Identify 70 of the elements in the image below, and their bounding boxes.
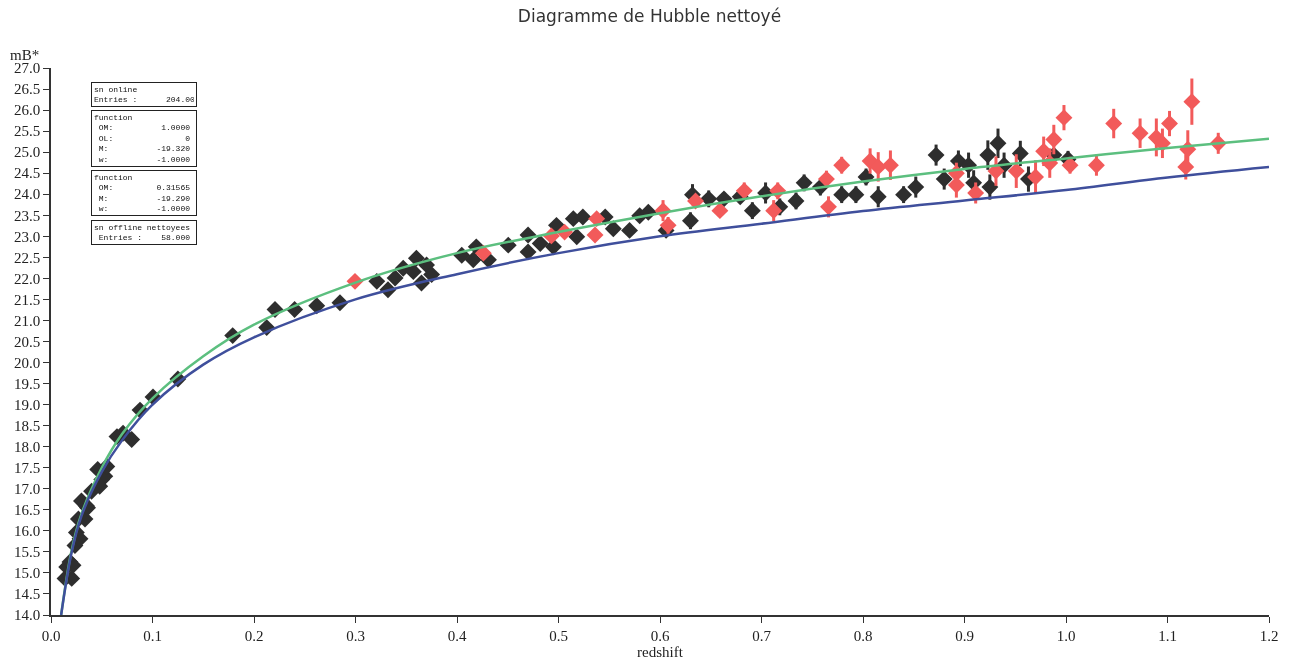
y-tick-label: 15.0 [14, 565, 41, 582]
point [1131, 124, 1149, 142]
x-tick-label: 0.3 [346, 627, 365, 644]
point [1007, 162, 1025, 180]
y-tick-label: 21.0 [14, 312, 41, 329]
y-tick-label: 25.5 [14, 123, 41, 140]
x-tick-label: 0.9 [955, 627, 974, 644]
chart-title: Diagramme de Hubble nettoyé [517, 5, 782, 26]
y-tick-label: 17.5 [14, 459, 41, 476]
annotation: sn offline nettoyees Entries : 58.000 [94, 223, 191, 243]
x-tick-label: 1.1 [1158, 627, 1177, 644]
point [869, 158, 887, 176]
point [1045, 131, 1063, 148]
x-tick-label: 0.1 [143, 627, 162, 644]
y-tick-label: 24.0 [14, 186, 41, 203]
y-tick-label: 25.0 [14, 144, 41, 161]
point [659, 216, 677, 234]
y-tick-label: 26.0 [14, 102, 41, 119]
x-tick-label: 0.4 [447, 627, 467, 644]
y-tick-label: 22.0 [14, 270, 41, 287]
y-tick-label: 24.5 [14, 165, 41, 182]
point [820, 198, 837, 216]
y-tick-label: 20.0 [14, 354, 41, 371]
y-tick-label: 15.5 [14, 544, 41, 561]
x-tick-label: 0.2 [244, 627, 264, 644]
x-tick-label: 1.2 [1259, 627, 1279, 644]
y-tick-label: 23.0 [14, 228, 41, 245]
point [833, 156, 851, 174]
point [1105, 115, 1123, 132]
annotation: function OM: 0.31565 M: -19.290 w: -1.0000 [94, 173, 191, 214]
annotation: function OM: 1.0000 OL: 0 M: -19.320 w: -1.0000 [94, 113, 191, 164]
point [474, 244, 492, 262]
point [588, 210, 606, 228]
point [1177, 158, 1195, 176]
y-tick-label: 19.5 [14, 375, 41, 392]
point [1055, 109, 1073, 127]
point [711, 202, 729, 220]
x-tick-label: 0.8 [853, 627, 873, 644]
annotation: sn online Entries : 204.00 [94, 85, 196, 105]
y-tick-label: 23.5 [14, 207, 41, 224]
x-axis-title: redshift [637, 643, 684, 660]
x-tick-label: 0.6 [650, 627, 670, 644]
y-tick-label: 21.5 [14, 291, 41, 308]
y-tick-label: 26.5 [14, 81, 41, 98]
y-tick-label: 22.5 [14, 249, 41, 266]
point [1027, 168, 1044, 186]
point [687, 192, 704, 210]
point [586, 226, 604, 244]
x-tick-label: 0.5 [549, 627, 568, 644]
point [1183, 93, 1201, 111]
point [1088, 156, 1105, 174]
y-axis-title: mB* [10, 47, 40, 63]
x-tick-label: 1.0 [1056, 627, 1076, 644]
x-tick-label: 0.7 [752, 627, 772, 644]
y-tick-label: 19.0 [14, 396, 41, 413]
point [881, 156, 899, 174]
y-tick-label: 18.5 [14, 417, 41, 434]
y-tick-label: 16.0 [14, 523, 41, 540]
y-tick-label: 14.0 [14, 607, 41, 624]
y-tick-label: 18.0 [14, 438, 41, 455]
y-tick-label: 20.5 [14, 333, 41, 350]
point [818, 170, 835, 188]
y-tick-label: 14.5 [14, 586, 41, 603]
x-tick-label: 0.0 [41, 627, 61, 644]
y-tick-label: 17.0 [14, 481, 41, 498]
y-tick-label: 27.0 [14, 60, 41, 77]
point [1161, 115, 1178, 132]
y-tick-label: 16.5 [14, 502, 41, 519]
point [1035, 142, 1053, 160]
point [765, 202, 783, 220]
